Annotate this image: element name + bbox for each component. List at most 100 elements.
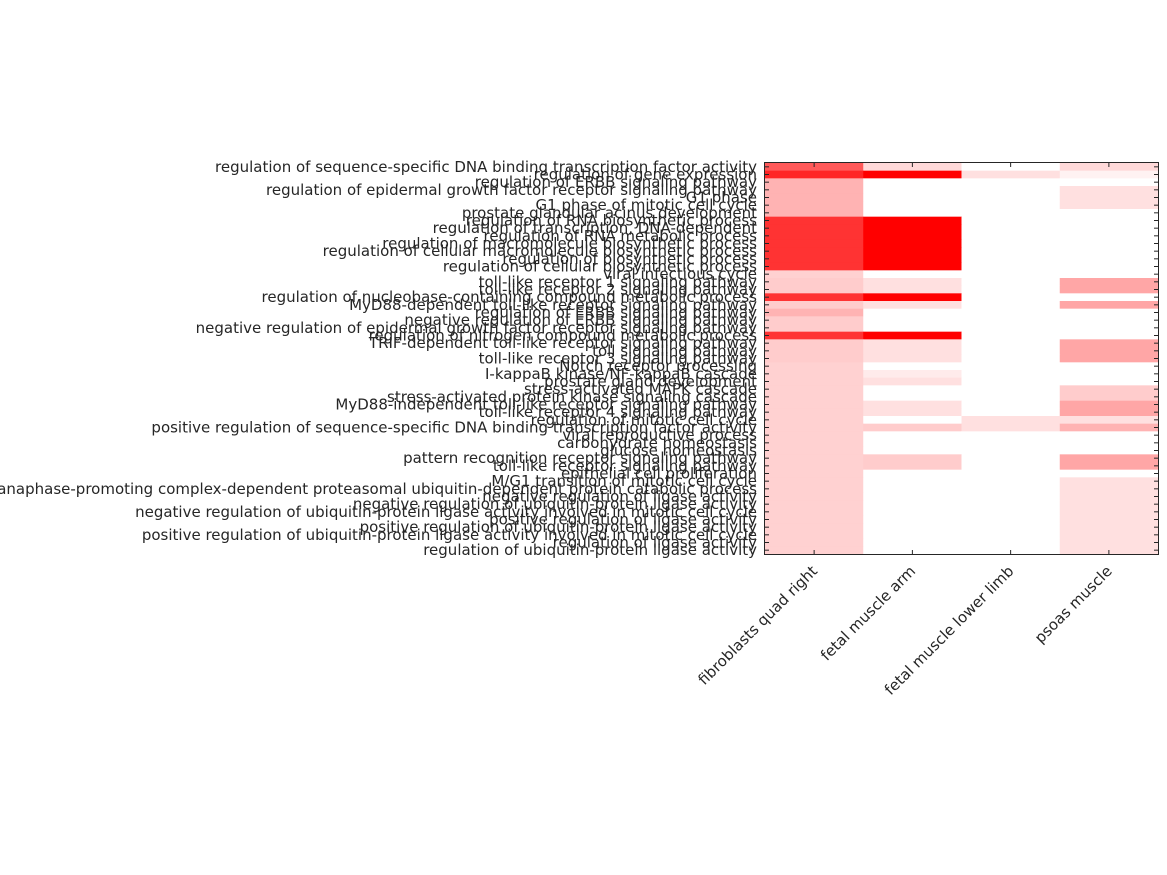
row-label-8: regulation of transcription, DNA-depende…: [433, 219, 757, 237]
heatmap-cell-r21-c0: [765, 324, 864, 333]
row-label-32: toll-like receptor 4 signaling pathway: [479, 403, 758, 421]
heatmap-cell-r35-c3: [1059, 431, 1159, 440]
row-label-45: negative regulation of ubiquitin-protein…: [135, 503, 757, 521]
row-label-30: stress-activated protein kinase signalin…: [387, 388, 757, 406]
heatmap-cell-r43-c3: [1059, 492, 1159, 501]
heatmap-cell-r2-c1: [863, 178, 962, 187]
heatmap-cell-r11-c2: [961, 247, 1061, 256]
heatmap-cell-r36-c2: [961, 439, 1061, 448]
heatmap-cell-r33-c0: [765, 416, 864, 425]
heatmap-cell-r42-c3: [1059, 485, 1159, 494]
heatmap-cell-r47-c1: [863, 523, 962, 532]
heatmap-cell-r33-c2: [961, 416, 1061, 425]
heatmap-cell-r20-c3: [1059, 316, 1159, 325]
heatmap-cell-r22-c0: [765, 331, 864, 340]
heatmap-cell-r18-c3: [1059, 301, 1159, 310]
heatmap-cell-r3-c3: [1059, 186, 1159, 195]
heatmap-cell-r24-c2: [961, 347, 1061, 356]
row-label-19: regulation of ERBB signaling pathway: [475, 304, 757, 322]
row-label-23: TRIF-dependent toll-like receptor signal…: [368, 334, 757, 352]
row-label-15: toll-like receptor 1 signaling pathway: [479, 273, 758, 291]
heatmap-cell-r36-c0: [765, 439, 864, 448]
heatmap-cell-r20-c0: [765, 316, 864, 325]
row-label-38: pattern recognition receptor signaling p…: [403, 449, 757, 467]
heatmap-cell-r35-c0: [765, 431, 864, 440]
heatmap-cell-r23-c3: [1059, 339, 1159, 348]
heatmap-cell-r22-c1: [863, 331, 962, 340]
heatmap-cell-r12-c1: [863, 255, 962, 264]
heatmap-cell-r27-c0: [765, 370, 864, 379]
heatmap-cell-r32-c2: [961, 408, 1061, 417]
heatmap-cell-r37-c0: [765, 446, 864, 455]
row-label-50: regulation of ubiquitin-protein ligase a…: [423, 541, 757, 559]
heatmap-cell-r9-c3: [1059, 232, 1159, 241]
heatmap-cell-r13-c0: [765, 262, 864, 271]
heatmap-cell-r12-c0: [765, 255, 864, 264]
heatmap-cell-r21-c3: [1059, 324, 1159, 333]
heatmap-cell-r33-c1: [863, 416, 962, 425]
heatmap-cell-r44-c2: [961, 500, 1061, 509]
heatmap-cell-r44-c3: [1059, 500, 1159, 509]
heatmap-cell-r42-c0: [765, 485, 864, 494]
heatmap-cell-r19-c0: [765, 308, 864, 317]
row-label-14: viral infectious cycle: [603, 265, 757, 283]
heatmap-cell-r35-c2: [961, 431, 1061, 440]
row-label-11: regulation of cellular macromolecule bio…: [323, 242, 758, 260]
heatmap-cell-r15-c1: [863, 278, 962, 287]
row-label-22: regulation of nitrogen compound metaboli…: [369, 327, 758, 345]
heatmap-cells: [765, 163, 1159, 555]
heatmap-cell-r0-c3: [1059, 163, 1159, 172]
heatmap-cell-r23-c0: [765, 339, 864, 348]
heatmap-cell-r4-c3: [1059, 193, 1159, 202]
heatmap-cell-r8-c1: [863, 224, 962, 233]
heatmap-cell-r36-c1: [863, 439, 962, 448]
heatmap-cell-r21-c1: [863, 324, 962, 333]
heatmap-cell-r7-c0: [765, 216, 864, 225]
heatmap-cell-r41-c0: [765, 477, 864, 486]
heatmap-cell-r2-c2: [961, 178, 1061, 187]
heatmap-cell-r40-c1: [863, 469, 962, 478]
heatmap-cell-r11-c1: [863, 247, 962, 256]
row-label-37: glucose homeostasis: [600, 442, 757, 460]
heatmap-cell-r40-c3: [1059, 469, 1159, 478]
heatmap-cell-r9-c1: [863, 232, 962, 241]
heatmap-cell-r27-c2: [961, 370, 1061, 379]
heatmap-cell-r14-c1: [863, 270, 962, 279]
heatmap-cell-r30-c3: [1059, 393, 1159, 402]
heatmap-cell-r39-c2: [961, 462, 1061, 471]
heatmap-cell-r6-c3: [1059, 209, 1159, 218]
heatmap-cell-r9-c2: [961, 232, 1061, 241]
heatmap-cell-r10-c0: [765, 239, 864, 248]
heatmap-cell-r32-c3: [1059, 408, 1159, 417]
row-label-17: regulation of nucleobase-containing comp…: [262, 288, 758, 306]
row-label-36: carbohydrate homeostasis: [557, 434, 757, 452]
row-label-5: G1 phase of mitotic cell cycle: [536, 196, 757, 214]
heatmap-cell-r37-c2: [961, 446, 1061, 455]
heatmap-cell-r25-c0: [765, 354, 864, 363]
heatmap-cell-r15-c0: [765, 278, 864, 287]
heatmap-cell-r26-c0: [765, 362, 864, 371]
heatmap-cell-r45-c1: [863, 508, 962, 517]
heatmap-cell-r37-c3: [1059, 446, 1159, 455]
heatmap-cell-r0-c1: [863, 163, 962, 172]
heatmap-cell-r41-c2: [961, 477, 1061, 486]
row-label-25: toll-like receptor 3 signaling pathway: [479, 350, 758, 368]
heatmap-cell-r48-c2: [961, 531, 1061, 540]
heatmap-cell-r43-c1: [863, 492, 962, 501]
heatmap-cell-r38-c3: [1059, 454, 1159, 463]
row-label-34: positive regulation of sequence-specific…: [151, 419, 757, 437]
heatmap-cell-r1-c2: [961, 170, 1061, 179]
heatmap-cell-r17-c2: [961, 293, 1061, 302]
heatmap-cell-r34-c0: [765, 423, 864, 432]
heatmap-cell-r42-c2: [961, 485, 1061, 494]
row-labels: regulation of sequence-specific DNA bind…: [0, 158, 757, 559]
heatmap-cell-r7-c3: [1059, 216, 1159, 225]
heatmap-cell-r29-c2: [961, 385, 1061, 394]
heatmap-cell-r16-c0: [765, 285, 864, 294]
heatmap-cell-r46-c1: [863, 515, 962, 524]
row-label-42: anaphase-promoting complex-dependent pro…: [0, 480, 757, 498]
heatmap-cell-r1-c0: [765, 170, 864, 179]
heatmap-cell-r41-c3: [1059, 477, 1159, 486]
heatmap-cell-r18-c2: [961, 301, 1061, 310]
